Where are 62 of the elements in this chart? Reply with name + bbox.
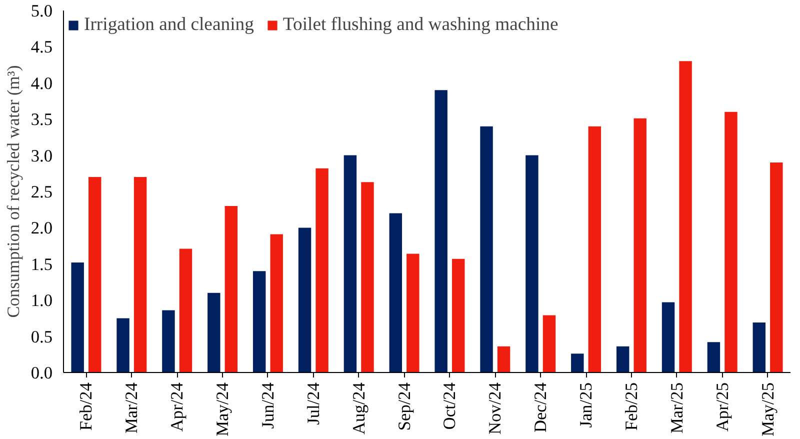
bar — [526, 155, 538, 372]
x-tick-label: Feb/24 — [76, 382, 96, 431]
y-tick-label: 1.0 — [30, 291, 53, 310]
bar — [616, 346, 630, 372]
y-tick-label: 2.5 — [30, 182, 53, 202]
x-tick-label: Jun/24 — [258, 382, 278, 429]
bar — [71, 262, 84, 372]
x-tick-label: Jul/24 — [304, 382, 323, 425]
x-tick-label: Nov/24 — [486, 382, 505, 434]
bar — [724, 112, 738, 372]
bar — [542, 315, 556, 372]
bar — [480, 126, 493, 372]
bar — [497, 346, 510, 372]
x-tick-label: May/24 — [213, 382, 232, 436]
y-tick-label: 4.5 — [30, 38, 53, 57]
y-axis-title: Consumption of recycled water (m³) — [4, 65, 23, 318]
bar — [116, 318, 130, 372]
bar — [344, 155, 357, 372]
x-tick-label: Feb/25 — [622, 382, 641, 431]
x-tick-label: Apr/24 — [168, 382, 187, 432]
bar — [571, 354, 584, 372]
bar — [162, 310, 175, 372]
bar — [316, 168, 328, 372]
y-tick-label: 0.5 — [30, 327, 53, 346]
x-tick-label: Apr/25 — [712, 382, 732, 432]
y-tick-label: 1.5 — [30, 254, 53, 274]
bar — [434, 90, 448, 372]
bar — [588, 126, 602, 372]
y-tick-label: 5.0 — [30, 2, 53, 20]
x-tick-label: Oct/24 — [440, 382, 460, 430]
y-tick-label: 4.0 — [30, 74, 53, 93]
bar — [752, 322, 766, 372]
x-tick-label: Jan/25 — [576, 382, 596, 428]
x-tick-label: Mar/25 — [667, 382, 686, 434]
x-tick-label: May/25 — [758, 382, 778, 436]
y-tick-label: 0.0 — [30, 364, 53, 382]
x-tick-label: Sep/24 — [394, 382, 414, 431]
bar — [208, 292, 220, 372]
bar — [252, 271, 266, 372]
bar — [389, 213, 402, 372]
y-tick-label: 3.0 — [30, 146, 53, 166]
bar — [270, 234, 283, 372]
bar — [770, 162, 783, 372]
y-tick-label: 3.5 — [30, 110, 53, 130]
x-tick-label: Aug/24 — [349, 382, 368, 434]
bar — [361, 182, 374, 372]
bar — [134, 177, 147, 372]
bar — [298, 228, 312, 372]
bar — [88, 177, 102, 372]
x-tick-label: Mar/24 — [122, 382, 142, 434]
legend-label: Toilet flushing and washing machine — [282, 14, 558, 36]
bar — [679, 61, 692, 372]
bar — [452, 258, 465, 372]
bar — [406, 254, 420, 372]
bar — [224, 206, 238, 372]
bar — [662, 302, 675, 372]
y-tick-label: 2.0 — [30, 218, 53, 238]
bar — [179, 248, 192, 372]
bar — [634, 118, 646, 372]
legend-label: Irrigation and cleaning — [84, 14, 254, 36]
x-tick-label: Dec/24 — [531, 382, 550, 433]
bar — [707, 342, 720, 372]
